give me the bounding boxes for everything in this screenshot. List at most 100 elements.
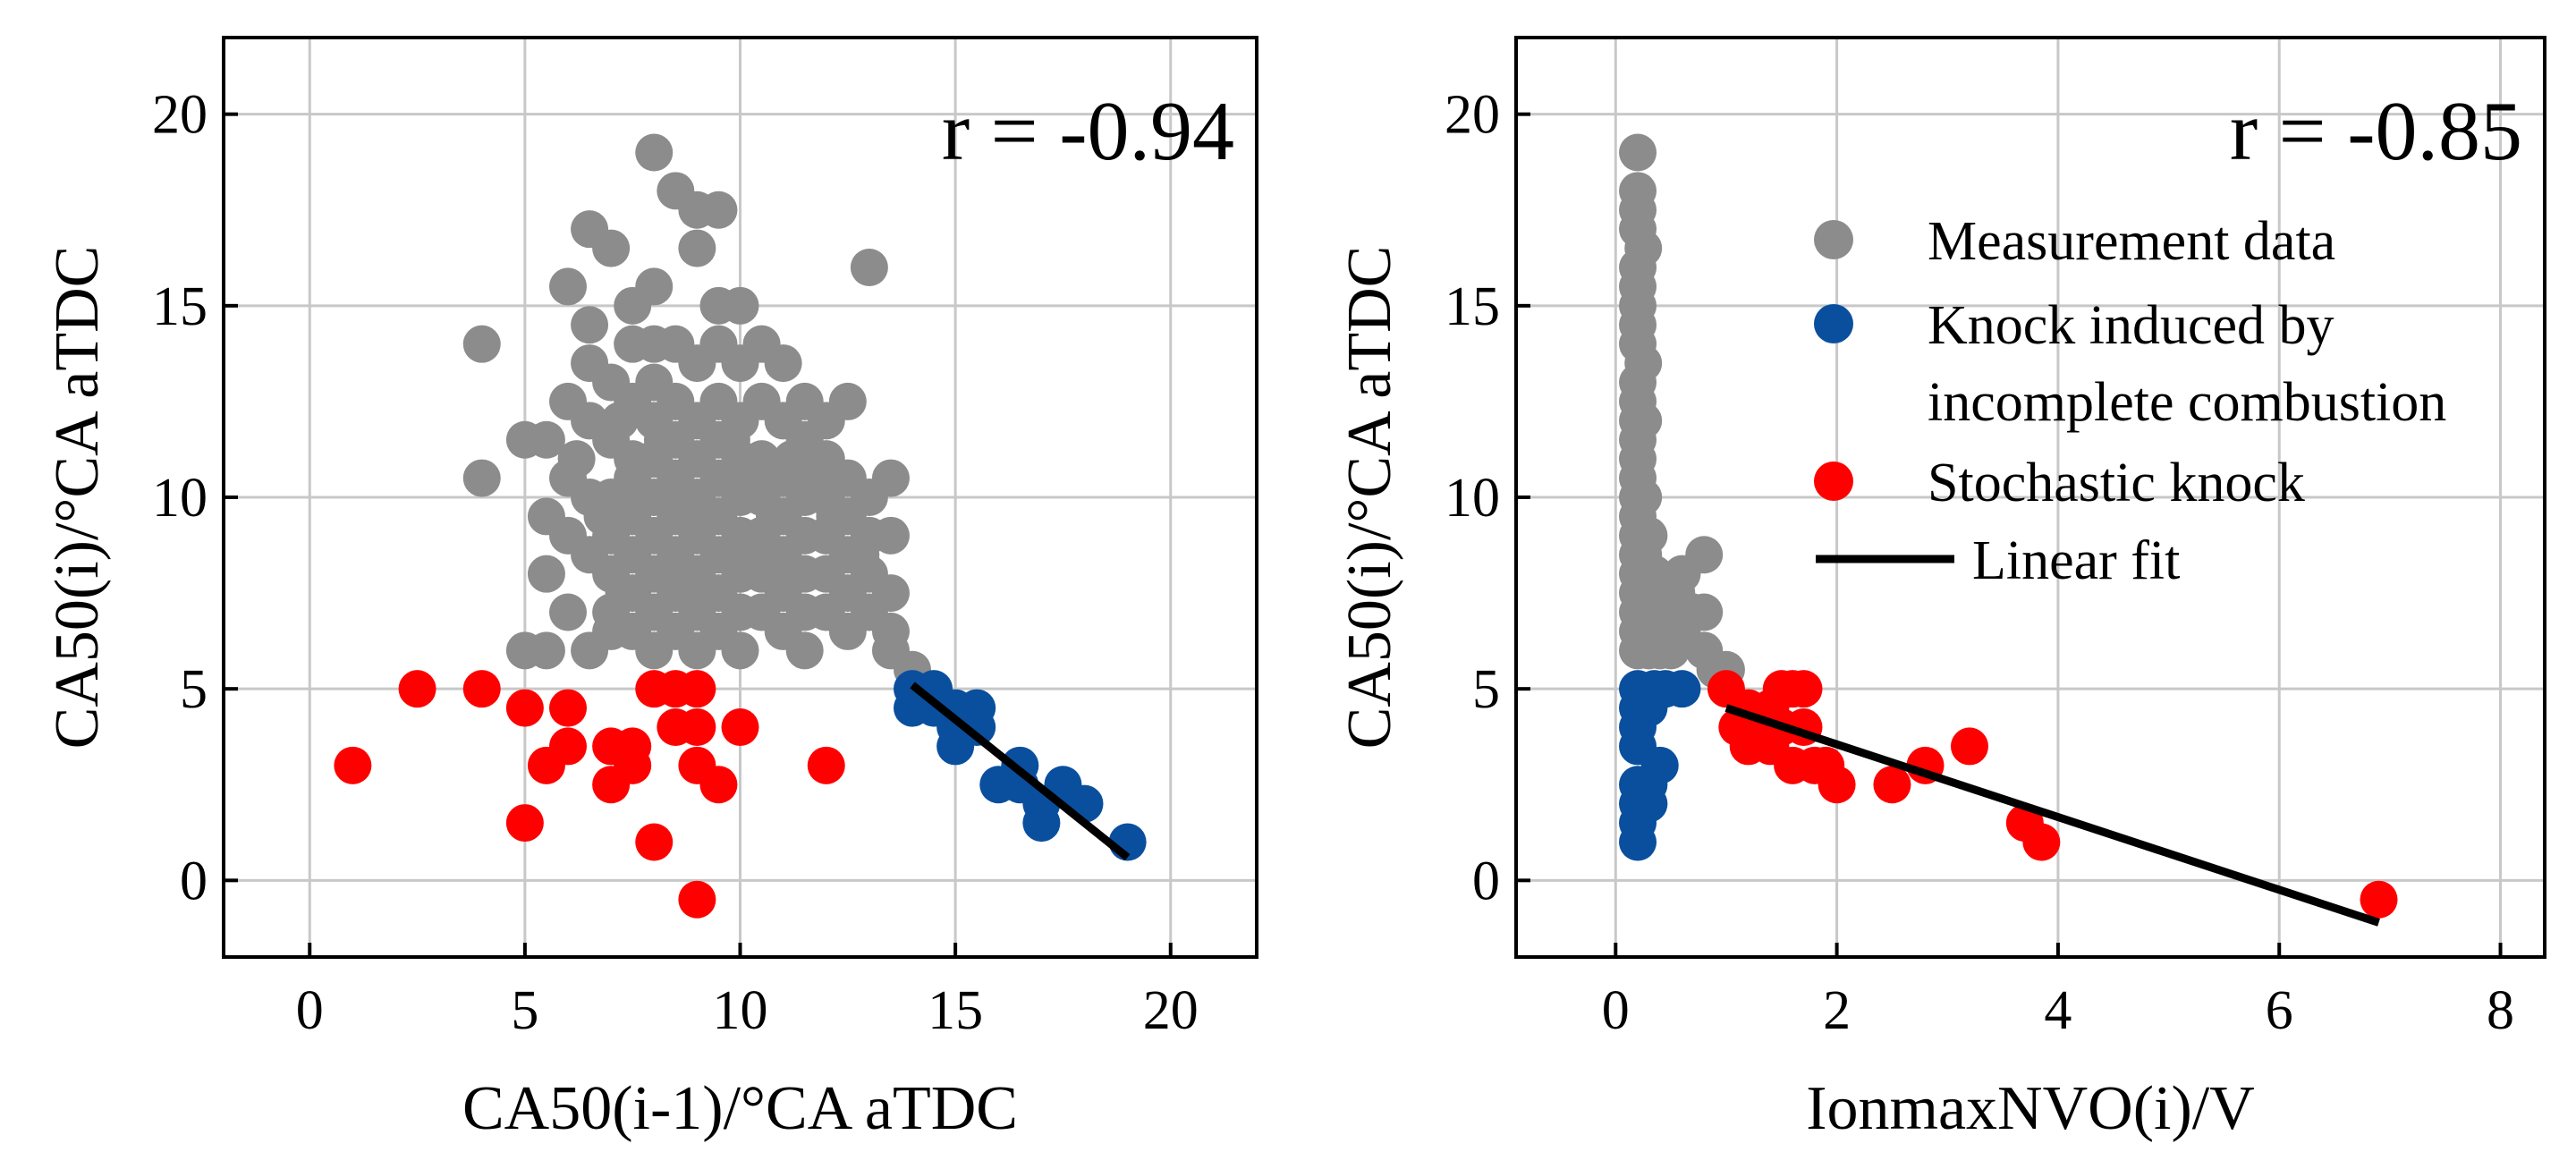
left-x-tick-label: 15	[928, 980, 983, 1041]
left-measurement-point	[691, 574, 729, 613]
right-measurement-point	[1624, 229, 1663, 267]
left-fit-layer	[910, 682, 1131, 861]
right-x-tick-label: 0	[1602, 980, 1630, 1041]
left-x-tick-label: 20	[1143, 980, 1199, 1041]
left-x-tick-label: 10	[713, 980, 768, 1041]
left-measurement-point	[816, 497, 854, 536]
right-correlation-annotation: r = -0.85	[2230, 85, 2522, 178]
left-stochastic-point	[398, 670, 436, 708]
legend-label-knock-incomplete-line1: Knock induced by	[1928, 295, 2334, 356]
left-measurement-point	[871, 516, 910, 555]
left-measurement-point	[549, 593, 587, 631]
left-stochastic-point	[505, 689, 544, 727]
left-stochastic-point	[334, 746, 372, 784]
chart-right: 0 2 4 6 8 0 5 10 15 20 IonmaxNVO(i)/V CA50(i)/°CA…	[1335, 36, 2546, 1143]
left-measurement-point	[635, 133, 674, 172]
left-y-axis-title: CA50(i)/°CA aTDC	[43, 246, 112, 750]
left-measurement-point	[643, 420, 682, 459]
left-y-tick-label: 20	[152, 85, 208, 146]
legend: Measurement data Knock induced by incomp…	[1814, 211, 2446, 591]
right-measurement-point	[1624, 402, 1663, 440]
right-series	[1619, 133, 2398, 919]
left-measurement-point	[730, 459, 768, 497]
left-x-tick-label: 5	[511, 980, 538, 1041]
left-stochastic-point	[721, 708, 759, 746]
left-measurement-point	[871, 459, 910, 497]
left-measurement-point	[635, 267, 674, 306]
legend-label-measurement: Measurement data	[1928, 211, 2335, 272]
left-measurement-point	[828, 382, 867, 420]
right-stochastic-point	[2360, 880, 2398, 919]
right-y-tick-label: 10	[1445, 468, 1500, 529]
right-series-knock_incomplete	[1619, 670, 1701, 861]
left-measurement-point	[678, 229, 716, 267]
right-y-tick-label: 15	[1445, 276, 1500, 337]
left-stochastic-point	[678, 708, 716, 746]
left-measurement-point	[733, 536, 772, 574]
right-fit-line	[1724, 704, 2380, 927]
left-x-axis-title: CA50(i-1)/°CA aTDC	[462, 1074, 1018, 1143]
left-y-tick-label: 15	[152, 276, 208, 337]
left-measurement-point	[871, 574, 910, 613]
left-measurement-point	[842, 536, 880, 574]
left-stochastic-point	[699, 766, 738, 804]
right-stochastic-point	[2022, 823, 2061, 861]
right-fit-layer	[1724, 704, 2380, 927]
right-y-tick-label: 0	[1472, 851, 1500, 911]
left-y-tick-label: 5	[180, 659, 208, 720]
left-measurement-point	[850, 249, 888, 286]
right-stochastic-point	[1818, 766, 1856, 804]
right-series-stochastic	[1707, 670, 2398, 919]
left-series-stochastic	[334, 670, 845, 919]
left-x-tick-label: 0	[296, 980, 324, 1041]
right-x-tick-label: 2	[1823, 980, 1851, 1041]
left-measurement-point	[527, 555, 565, 593]
right-measurement-point	[1624, 479, 1663, 516]
right-stochastic-point	[1873, 766, 1911, 804]
legend-marker-stochastic	[1814, 462, 1853, 501]
left-measurement-point	[756, 497, 793, 536]
left-measurement-point	[600, 402, 639, 440]
left-series-measurement	[462, 133, 931, 689]
left-measurement-point	[462, 325, 501, 363]
left-knock_incomplete-point	[958, 708, 996, 746]
left-series	[334, 133, 1147, 919]
left-stochastic-point	[678, 670, 716, 708]
right-x-tick-label: 8	[2487, 980, 2514, 1041]
left-stochastic-point	[614, 746, 652, 784]
legend-label-stochastic: Stochastic knock	[1928, 453, 2305, 513]
left-measurement-point	[777, 555, 816, 593]
left-measurement-point	[721, 286, 759, 325]
left-fit-line	[910, 682, 1131, 861]
left-correlation-annotation: r = -0.94	[942, 85, 1234, 178]
right-x-tick-label: 6	[2266, 980, 2293, 1041]
right-knock_incomplete-point	[1630, 784, 1668, 823]
left-measurement-point	[592, 229, 631, 267]
chart-left: 0 5 10 15 20 0 5 10 15 20 CA50(i-1)/°CA aTDC CA50…	[43, 36, 1258, 1143]
left-stochastic-point	[505, 804, 544, 843]
right-x-axis-title: IonmaxNVO(i)/V	[1806, 1074, 2255, 1143]
left-measurement-point	[721, 631, 759, 670]
left-y-tick-label: 0	[180, 851, 208, 911]
legend-label-linear-fit: Linear fit	[1972, 530, 2180, 591]
right-measurement-point	[1619, 133, 1657, 172]
left-measurement-point	[557, 440, 596, 479]
right-y-tick-label: 20	[1445, 85, 1500, 146]
left-measurement-point	[571, 306, 609, 344]
right-y-axis-title: CA50(i)/°CA aTDC	[1335, 246, 1404, 750]
left-measurement-point	[583, 497, 622, 536]
left-measurement-point	[462, 459, 501, 497]
right-knock_incomplete-point	[1619, 823, 1657, 861]
left-knock_incomplete-point	[1022, 804, 1061, 843]
left-stochastic-point	[462, 670, 501, 708]
left-measurement-point	[799, 459, 837, 497]
legend-marker-knock-incomplete	[1814, 304, 1853, 343]
right-stochastic-point	[1950, 727, 1988, 766]
left-ticks: 0 5 10 15 20 0 5 10 15 20	[152, 85, 1199, 1041]
left-measurement-point	[549, 267, 587, 306]
left-measurement-point	[699, 191, 738, 229]
right-measurement-point	[1630, 516, 1668, 555]
left-stochastic-point	[549, 689, 587, 727]
legend-label-knock-incomplete-line2: incomplete combustion	[1928, 372, 2446, 433]
left-measurement-point	[605, 574, 643, 613]
